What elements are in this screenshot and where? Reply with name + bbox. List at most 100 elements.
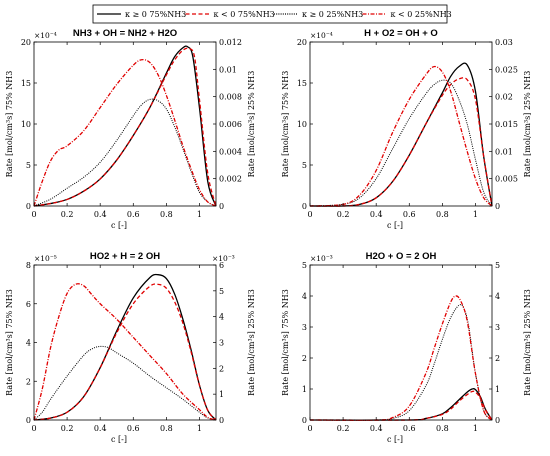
legend-label-3: κ < 0 25%NH3 [391, 10, 452, 19]
x-axis-label: c [-] [387, 435, 403, 444]
y-left-tick-label: 1 [302, 385, 307, 394]
y-left-tick-label: 5 [26, 161, 31, 170]
x-tick-label: 1 [473, 424, 478, 433]
y-right-tick-label: 4 [495, 292, 500, 301]
series-line-2-2 [33, 345, 217, 421]
legend-label-1: κ < 0 75%NH3 [214, 10, 275, 19]
y-left-exponent: ×10⁻³ [310, 254, 333, 263]
y-left-tick-label: 0 [26, 202, 31, 211]
y-right-tick-label: 6 [219, 261, 224, 270]
y-right-tick-label: 0.005 [495, 175, 518, 184]
y-right-tick-label: 3 [495, 323, 500, 332]
x-tick-label: 0.2 [337, 424, 350, 433]
x-tick-label: 0.2 [61, 210, 74, 219]
x-tick-label: 0 [307, 424, 312, 433]
y-right-tick-label: 0.01 [219, 65, 237, 74]
y-left-axis-label: Rate [mol/cm³s] 75% NH3 [5, 289, 14, 396]
y-right-tick-label: 1 [219, 390, 224, 399]
x-tick-label: 0.6 [403, 210, 416, 219]
series-line-3-0 [309, 388, 493, 421]
legend-label-0: κ ≥ 0 75%NH3 [125, 10, 186, 19]
y-right-tick-label: 5 [219, 287, 224, 296]
x-tick-label: 1 [473, 210, 478, 219]
series-line-3-2 [309, 304, 493, 421]
x-tick-label: 1 [197, 210, 202, 219]
series-line-3-3 [309, 295, 493, 421]
y-left-tick-label: 3 [302, 323, 307, 332]
chart-panel-1: 0 0.2 0.4 0.6 0.8 1 c [-] 0 5 10 15 20 0 0.005 0.01 0.0… [281, 28, 532, 230]
x-tick-label: 0.4 [94, 424, 107, 433]
y-left-tick-label: 5 [302, 161, 307, 170]
y-right-tick-label: 0 [495, 202, 500, 211]
y-right-tick-label: 0.004 [219, 147, 242, 156]
y-left-tick-label: 5 [302, 261, 307, 270]
y-right-exponent: ×10⁻³ [212, 254, 235, 263]
y-right-axis-label: Rate [mol/cm³s] 25% NH3 [523, 289, 532, 396]
x-tick-label: 0 [31, 424, 36, 433]
series-line-1-0 [309, 62, 493, 207]
chart-title: H + O2 = OH + O [364, 28, 438, 39]
y-left-tick-label: 20 [21, 38, 31, 47]
chart-title: H2O + O = 2 OH [366, 251, 437, 262]
y-right-tick-label: 0.025 [495, 65, 518, 74]
y-left-exponent: ×10⁻⁵ [34, 254, 57, 263]
y-left-tick-label: 4 [302, 292, 307, 301]
series-line-2-1 [33, 283, 217, 421]
y-right-axis-label: Rate [mol/cm³s] 25% NH3 [247, 71, 256, 178]
series-line-3-1 [309, 390, 493, 421]
chart-title: HO2 + H = 2 OH [90, 251, 160, 262]
y-right-tick-label: 0.012 [219, 38, 242, 47]
chart-panel-0: 0 0.2 0.4 0.6 0.8 1 c [-] 0 5 10 15 20 0 0.002 0.004 0.… [5, 28, 256, 230]
x-tick-label: 0.8 [436, 210, 449, 219]
y-left-tick-label: 10 [21, 120, 31, 129]
axes-frame [33, 41, 217, 207]
series-line-0-0 [33, 45, 217, 207]
x-tick-label: 1 [197, 424, 202, 433]
y-right-tick-label: 3 [219, 339, 224, 348]
series-line-1-2 [309, 79, 493, 207]
x-tick-label: 0.6 [127, 210, 140, 219]
y-left-tick-label: 0 [302, 202, 307, 211]
y-left-exponent: ×10⁻⁴ [310, 31, 333, 40]
y-left-tick-label: 20 [297, 38, 307, 47]
legend-label-2: κ ≥ 0 25%NH3 [302, 10, 363, 19]
legend-box [92, 4, 448, 24]
axes-frame [309, 41, 493, 207]
series-line-1-3 [309, 65, 493, 207]
y-right-tick-label: 0.008 [219, 93, 242, 102]
x-axis-label: c [-] [387, 221, 403, 230]
y-left-tick-label: 8 [26, 261, 31, 270]
y-right-tick-label: 0.002 [219, 175, 242, 184]
y-left-tick-label: 6 [26, 300, 31, 309]
x-tick-label: 0.8 [160, 210, 173, 219]
axes-frame [309, 264, 493, 421]
y-left-axis-label: Rate [mol/cm³s] 75% NH3 [281, 289, 290, 396]
y-left-tick-label: 0 [26, 416, 31, 425]
legend: κ ≥ 0 75%NH3 κ < 0 75%NH3 κ ≥ 0 25%NH3 κ < … [92, 4, 452, 24]
y-right-tick-label: 0.006 [219, 120, 242, 129]
x-axis-label: c [-] [111, 435, 127, 444]
series-line-2-0 [33, 273, 217, 421]
x-tick-label: 0.2 [337, 210, 350, 219]
x-tick-label: 0 [31, 210, 36, 219]
x-tick-label: 0.8 [160, 424, 173, 433]
chart-title: NH3 + OH = NH2 + H2O [73, 28, 177, 39]
x-tick-label: 0.4 [370, 424, 383, 433]
x-tick-label: 0.6 [127, 424, 140, 433]
y-right-tick-label: 0.03 [495, 38, 513, 47]
y-right-tick-label: 0.01 [495, 147, 513, 156]
y-right-tick-label: 2 [495, 354, 500, 363]
y-right-tick-label: 0 [219, 416, 224, 425]
y-left-tick-label: 4 [26, 339, 31, 348]
y-left-exponent: ×10⁻⁴ [34, 31, 57, 40]
y-right-axis-label: Rate [mol/cm³s] 25% NH3 [523, 71, 532, 178]
y-right-tick-label: 1 [495, 385, 500, 394]
y-left-tick-label: 15 [297, 79, 307, 88]
y-right-tick-label: 0.02 [495, 93, 513, 102]
y-right-axis-label: Rate [mol/cm³s] 25% NH3 [247, 289, 256, 396]
y-right-tick-label: 0.015 [495, 120, 518, 129]
y-left-tick-label: 2 [26, 377, 31, 386]
x-axis-label: c [-] [111, 221, 127, 230]
x-tick-label: 0.6 [403, 424, 416, 433]
